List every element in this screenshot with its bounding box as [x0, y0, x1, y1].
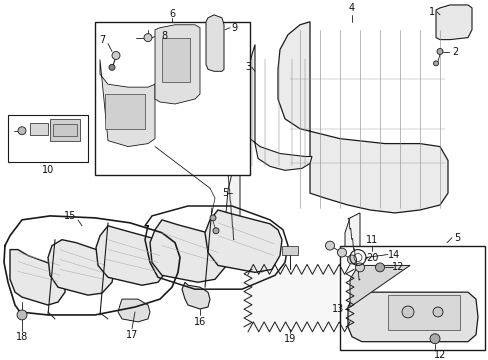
Text: 6: 6: [168, 9, 175, 19]
Text: 14: 14: [387, 249, 399, 260]
Circle shape: [209, 215, 216, 221]
Circle shape: [109, 64, 115, 70]
Polygon shape: [225, 163, 267, 273]
Polygon shape: [118, 299, 150, 322]
Bar: [162, 38, 190, 82]
Bar: [387, 295, 459, 330]
Polygon shape: [48, 240, 115, 295]
Bar: [50, 119, 80, 141]
Polygon shape: [182, 282, 209, 309]
Polygon shape: [247, 269, 349, 327]
Polygon shape: [347, 292, 477, 342]
Text: 20: 20: [365, 252, 377, 262]
Circle shape: [433, 61, 438, 66]
Text: 18: 18: [16, 332, 28, 342]
Circle shape: [18, 127, 26, 135]
Bar: [95, 22, 249, 175]
Circle shape: [432, 307, 442, 317]
Text: 1: 1: [428, 7, 434, 17]
Polygon shape: [100, 59, 155, 147]
Polygon shape: [150, 220, 227, 282]
Text: 5: 5: [453, 233, 459, 243]
Circle shape: [355, 263, 364, 272]
Circle shape: [347, 255, 356, 264]
Polygon shape: [278, 22, 447, 213]
Polygon shape: [205, 15, 224, 71]
Bar: [8, 115, 88, 162]
Bar: [30, 123, 48, 135]
Text: 4: 4: [348, 3, 354, 13]
Text: 17: 17: [125, 330, 138, 340]
Polygon shape: [245, 45, 311, 170]
Bar: [53, 124, 77, 136]
Text: 9: 9: [230, 23, 237, 33]
Polygon shape: [349, 265, 409, 307]
Text: 2: 2: [451, 46, 457, 57]
Circle shape: [375, 263, 384, 272]
Circle shape: [143, 34, 152, 42]
Text: 19: 19: [284, 334, 296, 344]
Polygon shape: [204, 210, 282, 273]
Circle shape: [112, 51, 120, 59]
Circle shape: [436, 49, 442, 54]
Circle shape: [429, 334, 439, 344]
Bar: [282, 246, 297, 255]
Circle shape: [337, 248, 346, 257]
Text: 7: 7: [99, 35, 105, 45]
Circle shape: [17, 310, 27, 320]
Text: 11: 11: [365, 235, 377, 245]
Text: 10: 10: [42, 165, 54, 175]
Text: 5: 5: [222, 188, 228, 198]
Circle shape: [325, 241, 334, 250]
Circle shape: [401, 306, 413, 318]
Polygon shape: [96, 226, 170, 285]
Text: 13: 13: [331, 304, 343, 314]
Text: 16: 16: [193, 317, 206, 327]
Polygon shape: [435, 5, 471, 40]
Bar: [339, 246, 484, 350]
Polygon shape: [155, 25, 200, 104]
Text: 12: 12: [433, 350, 445, 360]
Polygon shape: [10, 249, 65, 305]
Text: 15: 15: [63, 211, 76, 221]
Circle shape: [213, 228, 219, 234]
Bar: [105, 94, 145, 129]
Text: 12: 12: [391, 262, 404, 273]
Text: 8: 8: [161, 31, 167, 41]
Text: 3: 3: [244, 62, 250, 72]
Polygon shape: [345, 213, 447, 312]
